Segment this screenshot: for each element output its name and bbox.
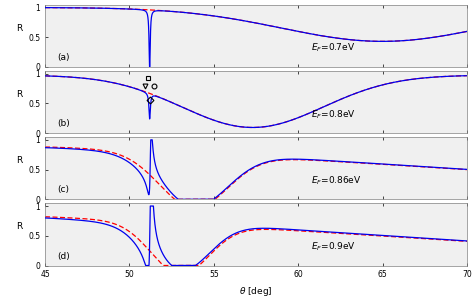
Y-axis label: R: R	[17, 90, 23, 99]
Text: $E_F$=0.86eV: $E_F$=0.86eV	[311, 174, 361, 187]
Text: (d): (d)	[58, 251, 71, 260]
Text: (b): (b)	[58, 119, 71, 128]
Text: $E_F$=0.8eV: $E_F$=0.8eV	[311, 108, 356, 121]
Y-axis label: R: R	[17, 24, 23, 33]
Text: $E_F$=0.7eV: $E_F$=0.7eV	[311, 42, 355, 55]
Text: (a): (a)	[58, 53, 70, 62]
Y-axis label: R: R	[17, 222, 23, 231]
Y-axis label: R: R	[17, 156, 23, 165]
Text: (c): (c)	[58, 185, 70, 194]
Text: $E_F$=0.9eV: $E_F$=0.9eV	[311, 241, 356, 253]
X-axis label: $\theta$ [deg]: $\theta$ [deg]	[239, 285, 273, 298]
